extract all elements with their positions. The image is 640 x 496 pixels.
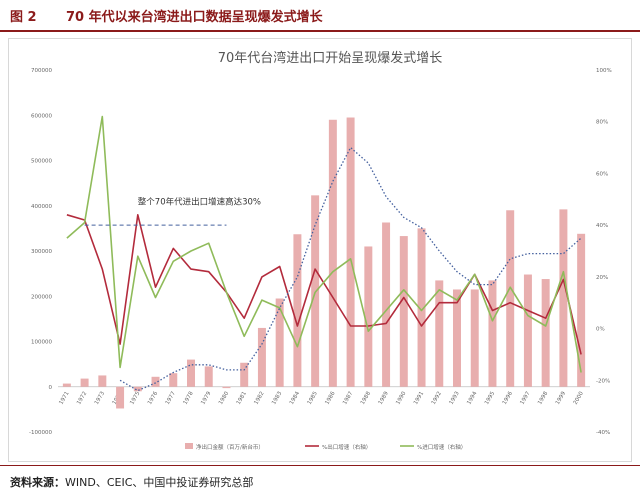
chart-frame <box>8 38 632 462</box>
x-tick-label: 1994 <box>466 390 478 406</box>
bar <box>435 280 444 387</box>
right-tick-label: 40% <box>596 223 608 229</box>
series-line <box>66 214 582 355</box>
legend: 净出口金额（百万/新台币） %出口增速（右轴） %进口增速（右轴） <box>185 443 466 451</box>
x-tick-label: 1976 <box>147 390 159 406</box>
bar <box>346 117 355 387</box>
x-tick-label: 1995 <box>484 390 496 406</box>
x-tick-label: 1998 <box>537 390 549 406</box>
bar <box>98 375 107 387</box>
x-tick-label: 1991 <box>413 391 425 406</box>
left-axis: -100000 0 100000 200000 300000 400000 500000 60… <box>29 68 52 436</box>
bar <box>133 386 142 392</box>
bar <box>222 386 231 389</box>
x-tick-label: 1983 <box>271 390 283 406</box>
x-tick-label: 1979 <box>200 390 212 406</box>
legend-label: 净出口金额（百万/新台币） <box>196 443 264 451</box>
annotation-layer: 整个70年代进出口增速高达30% <box>84 196 261 226</box>
figure-title: 70 年代以来台湾进出口数据呈现爆发式增长 <box>66 10 323 25</box>
x-tick-label: 1996 <box>502 390 514 406</box>
figure-number: 图 2 <box>10 10 37 25</box>
right-axis: -40% -20% 0% 20% 40% 60% 80% 100% <box>596 68 612 436</box>
bar <box>151 376 160 387</box>
bar <box>293 234 302 387</box>
right-tick-label: 0% <box>596 327 605 333</box>
left-tick-label: 200000 <box>31 294 52 300</box>
chart: 70年代台湾进出口开始呈现爆发式增长 -100000 0 100000 200000 3… <box>29 50 612 451</box>
right-tick-label: 100% <box>596 68 612 74</box>
bar <box>187 359 195 387</box>
bar <box>417 228 426 387</box>
bar <box>541 279 550 387</box>
left-tick-label: 100000 <box>31 340 52 346</box>
right-tick-label: 20% <box>596 275 608 281</box>
x-tick-label: 1993 <box>449 390 461 406</box>
x-tick-label: 1980 <box>218 390 230 406</box>
bar <box>311 195 320 387</box>
bar <box>169 373 178 387</box>
bar <box>506 210 515 387</box>
x-tick-label: 1971 <box>58 391 70 406</box>
bar <box>62 383 71 387</box>
x-tick-label: 1973 <box>94 390 106 406</box>
bar <box>399 236 408 387</box>
chart-title: 70年代台湾进出口开始呈现爆发式增长 <box>218 50 443 66</box>
line-series <box>66 115 582 392</box>
x-tick-label: 1972 <box>76 391 88 406</box>
bar <box>488 280 497 387</box>
bar <box>80 378 89 387</box>
left-tick-label: 500000 <box>31 159 52 165</box>
legend-label: %进口增速（右轴） <box>417 443 466 451</box>
left-tick-label: 700000 <box>31 68 52 74</box>
bar <box>364 246 373 387</box>
bar <box>240 362 249 387</box>
left-tick-label: 600000 <box>31 113 52 119</box>
x-tick-label: 1988 <box>360 390 372 406</box>
x-tick-label: 1984 <box>289 390 301 406</box>
x-tick-label: 1992 <box>431 391 443 406</box>
x-tick-label: 1986 <box>324 390 336 406</box>
legend-label: %出口增速（右轴） <box>322 443 371 451</box>
bar <box>470 289 479 387</box>
annotation-text: 整个70年代进出口增速高达30% <box>138 196 261 207</box>
left-tick-label: 0 <box>49 385 53 391</box>
left-tick-label: 400000 <box>31 204 52 210</box>
left-tick-label: 300000 <box>31 249 52 255</box>
x-tick-label: 1977 <box>165 390 177 406</box>
bar <box>559 209 568 387</box>
bar <box>275 298 284 387</box>
bar <box>116 386 125 409</box>
source-divider <box>0 465 640 466</box>
x-tick-label: 1989 <box>378 390 390 406</box>
x-tick-label: 1982 <box>253 391 265 406</box>
x-tick-label: 1999 <box>555 390 567 406</box>
x-tick-label: 1978 <box>183 390 195 406</box>
series-line <box>66 115 582 373</box>
x-tick-label: 1987 <box>342 390 354 406</box>
bar <box>577 233 586 387</box>
right-tick-label: -20% <box>596 378 610 384</box>
x-tick-label: 1985 <box>307 390 319 406</box>
bar <box>204 366 213 387</box>
left-tick-label: -100000 <box>29 430 52 436</box>
source-note: 资料来源：WIND、CEIC、中国中投证券研究总部 <box>10 474 253 490</box>
source-label: 资料来源： <box>10 476 65 489</box>
right-tick-label: 60% <box>596 171 608 177</box>
x-tick-label: 2000 <box>573 390 585 406</box>
right-tick-label: -40% <box>596 430 610 436</box>
figure-header: 图 2 70 年代以来台湾进出口数据呈现爆发式增长 <box>0 0 640 32</box>
x-tick-label: 1997 <box>519 390 531 406</box>
legend-swatch <box>185 443 193 449</box>
bar <box>382 222 391 387</box>
bar <box>453 289 461 387</box>
x-tick-label: 1981 <box>236 391 248 406</box>
bar <box>523 274 532 387</box>
bar-series <box>62 117 586 409</box>
x-tick-label: 1990 <box>395 390 407 406</box>
right-tick-label: 80% <box>596 120 608 126</box>
bar <box>328 119 337 387</box>
bar <box>257 327 266 387</box>
source-text: WIND、CEIC、中国中投证券研究总部 <box>65 476 254 489</box>
x-tick-label: 1975 <box>129 390 141 406</box>
